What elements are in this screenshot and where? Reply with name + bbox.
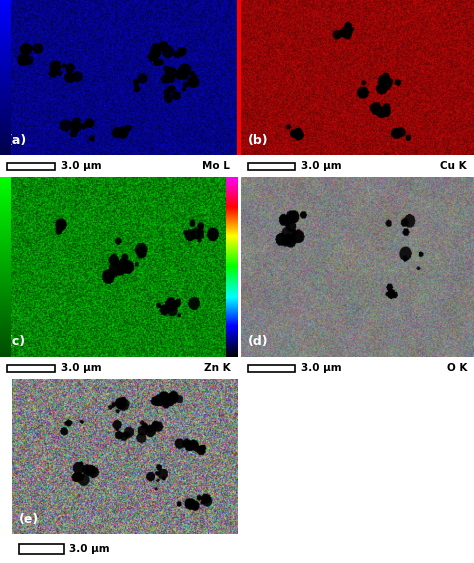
Text: O K: O K (447, 363, 467, 373)
Text: 3.0 μm: 3.0 μm (69, 543, 110, 553)
Text: (b): (b) (248, 134, 269, 148)
Text: 3.0 μm: 3.0 μm (301, 161, 341, 171)
Text: Zn K: Zn K (204, 363, 230, 373)
Text: 3.0 μm: 3.0 μm (61, 363, 101, 373)
Text: (a): (a) (7, 134, 27, 148)
Bar (7, 365, 55, 372)
Bar (248, 163, 295, 171)
Text: (e): (e) (18, 513, 39, 526)
Text: 3.0 μm: 3.0 μm (61, 161, 101, 171)
Bar (7, 163, 55, 171)
Text: (c): (c) (7, 335, 26, 348)
Text: Cu K: Cu K (440, 161, 467, 171)
Bar (18, 544, 64, 555)
Text: (d): (d) (248, 335, 269, 348)
Text: 3.0 μm: 3.0 μm (301, 363, 341, 373)
Text: Mo L: Mo L (202, 161, 230, 171)
Bar (248, 365, 295, 372)
